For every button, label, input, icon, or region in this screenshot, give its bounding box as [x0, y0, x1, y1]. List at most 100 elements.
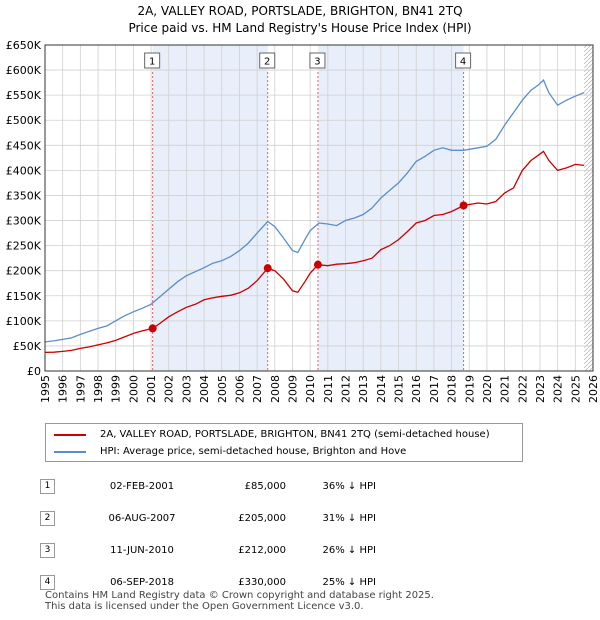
sale-point — [313, 260, 322, 269]
sale-price: £330,000 — [238, 576, 286, 588]
x-tick-label: 2013 — [357, 375, 370, 403]
sale-row: 2 06-AUG-2007 £205,000 31% ↓ HPI — [40, 502, 376, 534]
sale-row: 1 02-FEB-2001 £85,000 36% ↓ HPI — [40, 470, 376, 502]
sale-price: £85,000 — [244, 480, 286, 492]
legend-label-property: 2A, VALLEY ROAD, PORTSLADE, BRIGHTON, BN… — [100, 429, 490, 440]
sale-date: 06-SEP-2018 — [110, 576, 174, 588]
x-tick-label: 2005 — [216, 375, 229, 403]
x-tick-label: 1999 — [110, 375, 123, 403]
y-tick-label: £200K — [6, 265, 42, 278]
sale-label-frame — [259, 52, 276, 69]
sale-number-cell: 1 — [40, 470, 86, 502]
projection-hatch — [584, 45, 593, 371]
footer: Contains HM Land Registry data © Crown c… — [45, 590, 434, 612]
legend-item-property: 2A, VALLEY ROAD, PORTSLADE, BRIGHTON, BN… — [54, 427, 490, 443]
sale-point — [148, 324, 157, 333]
x-tick-label: 2006 — [233, 375, 246, 403]
legend-swatch-property — [54, 434, 86, 436]
sale-date: 02-FEB-2001 — [109, 480, 175, 492]
x-tick-label: 2002 — [163, 375, 176, 403]
ownership-shade — [317, 45, 464, 371]
x-tick-label: 2025 — [569, 375, 582, 403]
sale-label-number: 2 — [264, 57, 270, 68]
legend-swatch-hpi — [54, 451, 86, 453]
sale-number-badge: 3 — [40, 542, 55, 558]
sale-label-box: 2 — [259, 52, 276, 69]
y-tick-label: £150K — [6, 290, 42, 303]
y-tick-label: £450K — [6, 139, 42, 152]
y-tick-label: £650K — [6, 39, 42, 52]
sale-label-box: 4 — [455, 52, 472, 69]
footer-licence: This data is licensed under the Open Gov… — [45, 601, 364, 612]
sale-hpi-diff: 26% ↓ HPI — [322, 544, 376, 556]
x-tick-label: 2000 — [127, 375, 140, 403]
x-tick-label: 2003 — [180, 375, 193, 403]
y-tick-label: £500K — [6, 114, 42, 127]
y-tick-label: £250K — [6, 240, 42, 253]
y-tick-label: £0 — [27, 365, 41, 378]
sale-hpi-diff: 36% ↓ HPI — [322, 480, 376, 492]
x-tick-label: 2019 — [463, 375, 476, 403]
x-tick-label: 2010 — [304, 375, 317, 403]
x-tick-label: 2009 — [286, 375, 299, 403]
x-tick-label: 1998 — [92, 375, 105, 403]
sales-table: 1 02-FEB-2001 £85,000 36% ↓ HPI 2 06-AUG-2007… — [40, 470, 376, 598]
x-tick-label: 2023 — [534, 375, 547, 403]
y-tick-label: £550K — [6, 89, 42, 102]
x-tick-label: 2018 — [446, 375, 459, 403]
footer-copyright: Contains HM Land Registry data © Crown c… — [45, 590, 434, 601]
sale-label-number: 4 — [460, 57, 466, 68]
sale-point — [459, 201, 468, 210]
sale-row: 3 11-JUN-2010 £212,000 26% ↓ HPI — [40, 534, 376, 566]
sale-price: £212,000 — [238, 544, 286, 556]
ownership-shade — [152, 45, 268, 371]
chart-title-line2: Price paid vs. HM Land Registry's House … — [128, 21, 472, 35]
sale-label-box: 1 — [144, 52, 161, 69]
y-tick-label: £100K — [6, 315, 42, 328]
sale-number-cell: 4 — [40, 566, 86, 598]
sale-row: 4 06-SEP-2018 £330,000 25% ↓ HPI — [40, 566, 376, 598]
sale-label-frame — [144, 52, 161, 69]
sale-number-badge: 1 — [40, 478, 55, 494]
x-tick-label: 2004 — [198, 375, 211, 403]
x-tick-label: 2012 — [340, 375, 353, 403]
x-tick-label: 2016 — [410, 375, 423, 403]
sale-label-number: 1 — [149, 57, 155, 68]
sale-label-box: 3 — [309, 52, 326, 69]
x-tick-label: 2001 — [145, 375, 158, 403]
x-tick-label: 1996 — [57, 375, 70, 403]
sale-number-badge: 4 — [40, 574, 55, 590]
sale-label-frame — [309, 52, 326, 69]
chart-title-line1: 2A, VALLEY ROAD, PORTSLADE, BRIGHTON, BN… — [137, 4, 463, 18]
sale-hpi-diff: 25% ↓ HPI — [322, 576, 376, 588]
sale-date: 06-AUG-2007 — [108, 512, 176, 524]
price-chart: 1 2 3 4 £0 £50K £100K £150K £200K £250K £300K £350… — [6, 39, 600, 403]
sale-number-cell: 3 — [40, 534, 86, 566]
sale-number-cell: 2 — [40, 502, 86, 534]
y-tick-label: £350K — [6, 189, 42, 202]
y-tick-label: £300K — [6, 215, 42, 228]
x-tick-label: 1995 — [39, 375, 52, 403]
x-tick-label: 2022 — [516, 375, 529, 403]
x-tick-label: 2014 — [375, 375, 388, 403]
x-tick-label: 2026 — [587, 375, 600, 403]
x-tick-label: 2011 — [322, 375, 335, 403]
sale-label-number: 3 — [314, 57, 320, 68]
sale-number-badge: 2 — [40, 510, 55, 526]
x-tick-label: 2007 — [251, 375, 264, 403]
x-tick-label: 2024 — [552, 375, 565, 403]
legend-item-hpi: HPI: Average price, semi-detached house,… — [54, 444, 406, 460]
sale-point — [263, 264, 272, 273]
x-tick-label: 2015 — [393, 375, 406, 403]
x-tick-label: 1997 — [74, 375, 87, 403]
sale-date: 11-JUN-2010 — [110, 544, 174, 556]
legend: 2A, VALLEY ROAD, PORTSLADE, BRIGHTON, BN… — [45, 423, 523, 462]
y-tick-label: £600K — [6, 64, 42, 77]
sale-label-frame — [455, 52, 472, 69]
plot-frame — [44, 44, 594, 372]
sale-hpi-diff: 31% ↓ HPI — [322, 512, 376, 524]
x-tick-label: 2008 — [269, 375, 282, 403]
y-tick-label: £400K — [6, 164, 42, 177]
hpi-line — [45, 78, 585, 343]
y-tick-label: £50K — [13, 340, 42, 353]
